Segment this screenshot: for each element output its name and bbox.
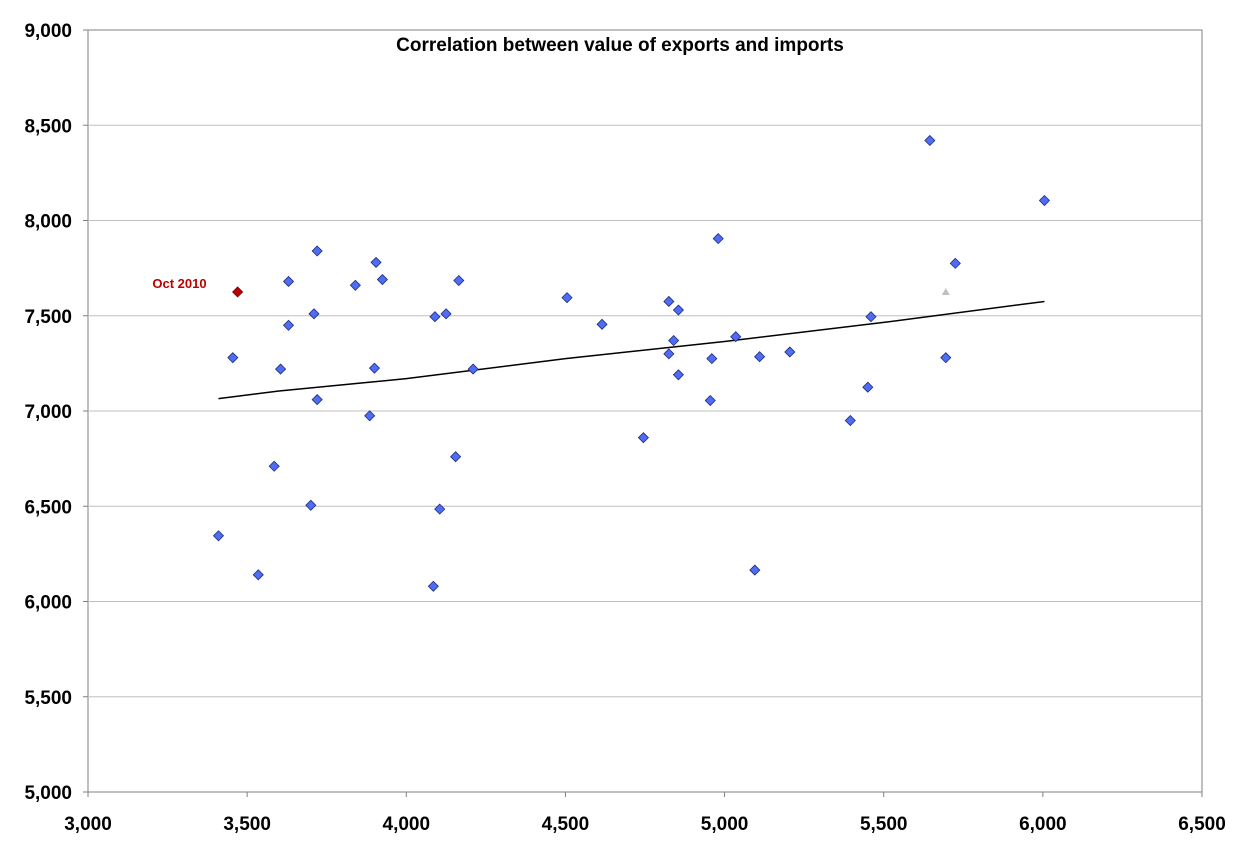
scatter-point xyxy=(450,451,462,463)
scatter-point xyxy=(274,363,287,375)
x-tick-label: 4,000 xyxy=(383,814,431,835)
scatter-point xyxy=(282,319,295,331)
scatter-point xyxy=(1038,194,1051,207)
scatter-point xyxy=(754,351,766,363)
y-axis: 5,000 5,500 6,000 6,500 7,000 7,500 8,000 8,500… xyxy=(24,21,88,804)
scatter-point xyxy=(453,274,465,287)
y-tick-label: 6,500 xyxy=(24,497,72,518)
grey-triangle-marker xyxy=(941,287,950,295)
x-tick-label: 3,000 xyxy=(64,814,112,835)
trendline xyxy=(218,300,1045,400)
x-axis: 3,000 3,500 4,000 4,500 5,000 5,500 6,000 6,500 xyxy=(64,792,1226,835)
scatter-point xyxy=(376,273,388,286)
scatter-point xyxy=(663,295,675,308)
x-tick-label: 4,500 xyxy=(542,814,590,835)
chart-title: Correlation between value of exports and… xyxy=(396,35,844,56)
y-tick-label: 9,000 xyxy=(24,21,72,42)
scatter-point xyxy=(865,311,877,323)
highlight-label: Oct 2010 xyxy=(152,276,206,291)
scatter-point xyxy=(368,362,381,374)
scatter-point xyxy=(706,353,718,365)
y-tick-label: 8,000 xyxy=(24,212,72,233)
scatter-point xyxy=(596,318,608,330)
scatter-point xyxy=(940,352,952,364)
y-tick-label: 8,500 xyxy=(24,116,72,137)
scatter-point xyxy=(637,432,649,444)
scatter-point xyxy=(212,530,225,542)
scatter-point xyxy=(429,311,441,323)
scatter-point xyxy=(784,346,796,358)
scatter-point xyxy=(434,503,446,515)
scatter-point xyxy=(672,304,684,316)
y-tick-label: 5,500 xyxy=(24,688,72,709)
scatter-point xyxy=(949,257,961,269)
scatter-point xyxy=(730,331,742,343)
scatter-point xyxy=(427,580,439,592)
data-points xyxy=(212,134,1051,592)
scatter-point xyxy=(282,275,295,288)
scatter-point xyxy=(712,233,724,245)
scatter-point xyxy=(370,256,382,268)
scatter-point xyxy=(311,394,323,406)
grid-lines xyxy=(88,124,1202,698)
y-tick-label: 5,000 xyxy=(24,783,72,804)
x-tick-label: 5,500 xyxy=(860,814,908,835)
scatter-point xyxy=(467,363,479,375)
scatter-point xyxy=(663,348,675,360)
x-tick-label: 3,500 xyxy=(223,814,271,835)
scatter-point xyxy=(924,134,936,147)
y-tick-label: 6,000 xyxy=(24,593,72,614)
scatter-point xyxy=(349,279,361,291)
scatter-point xyxy=(668,334,680,347)
scatter-point xyxy=(704,394,716,407)
scatter-point xyxy=(844,414,856,427)
scatter-point xyxy=(268,460,280,472)
scatter-point xyxy=(227,352,239,364)
x-tick-label: 6,000 xyxy=(1019,814,1067,835)
x-tick-label: 5,000 xyxy=(701,814,749,835)
scatter-point xyxy=(308,308,320,320)
scatter-point xyxy=(311,245,323,257)
y-tick-label: 7,500 xyxy=(24,307,72,328)
scatter-point xyxy=(672,369,684,381)
highlight-point xyxy=(232,286,244,298)
scatter-point xyxy=(252,569,264,581)
y-tick-label: 7,000 xyxy=(24,402,72,423)
scatter-point xyxy=(749,564,761,576)
x-tick-label: 6,500 xyxy=(1178,814,1226,835)
scatter-point xyxy=(364,410,376,422)
scatter-point xyxy=(305,499,317,511)
scatter-point xyxy=(440,308,452,320)
scatter-point xyxy=(862,381,874,393)
scatter-point xyxy=(561,292,573,304)
